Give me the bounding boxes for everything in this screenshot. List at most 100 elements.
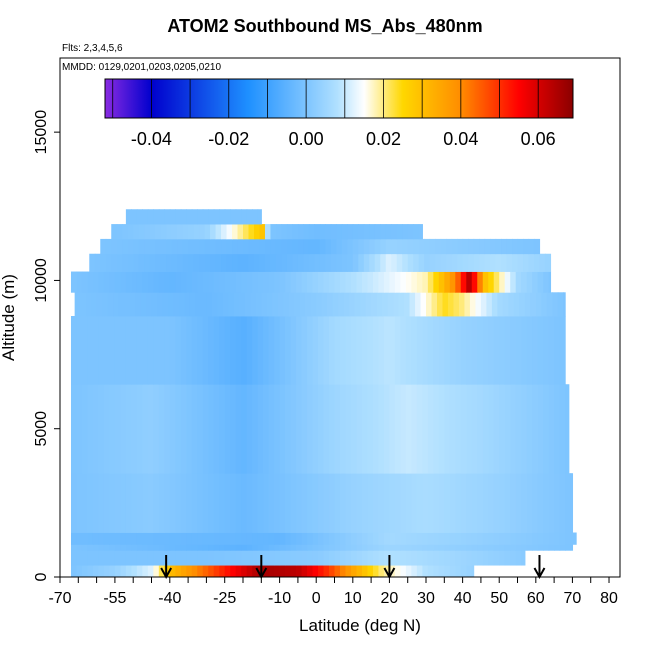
heat-cell: [208, 384, 215, 474]
heat-cell: [457, 253, 464, 272]
heat-cell: [204, 224, 211, 240]
heat-cell: [482, 544, 489, 551]
heat-cell: [471, 271, 478, 293]
heat-cell: [460, 473, 467, 533]
heat-cell: [81, 565, 89, 578]
heat-cell: [257, 316, 264, 385]
heat-cell: [158, 550, 165, 566]
heat-cell: [180, 544, 187, 551]
heat-cell: [405, 565, 412, 578]
heat-cell: [250, 292, 257, 317]
heat-cell: [164, 532, 171, 545]
heat-cell: [297, 238, 304, 255]
heat-cell: [411, 550, 418, 566]
heat-cell: [530, 292, 537, 317]
heat-cell: [98, 384, 105, 474]
heat-cell: [427, 271, 434, 293]
heat-cell: [416, 550, 423, 566]
heat-cell: [246, 316, 253, 385]
heat-cell: [312, 550, 319, 566]
heat-cell: [281, 224, 288, 240]
heat-cell: [153, 271, 160, 293]
heat-cell: [70, 565, 78, 578]
heat-cell: [537, 544, 544, 551]
heat-cell: [312, 544, 319, 551]
heat-cell: [202, 271, 209, 293]
heat-cell: [548, 544, 555, 551]
heat-cell: [195, 292, 202, 317]
heat-cell: [427, 473, 434, 533]
heat-cell: [169, 550, 176, 566]
heat-cell: [544, 253, 552, 272]
heat-cell: [120, 316, 127, 385]
heat-cell: [372, 544, 380, 551]
heat-cell: [131, 473, 138, 533]
heat-cell: [70, 532, 78, 545]
heat-cell: [147, 316, 154, 385]
heat-cell: [70, 384, 78, 474]
heat-cell: [389, 532, 396, 545]
heat-cell: [147, 532, 154, 545]
heat-cell: [345, 384, 352, 474]
heat-cell: [197, 544, 204, 551]
heat-cell: [171, 224, 178, 240]
heat-cell: [318, 550, 325, 566]
heat-cell: [76, 550, 83, 566]
heat-cell: [422, 473, 429, 533]
heat-cell: [264, 253, 272, 272]
heat-cell: [521, 271, 528, 293]
heat-cell: [471, 544, 478, 551]
heat-cell: [479, 253, 486, 272]
heat-cell: [171, 253, 178, 272]
heat-cell: [411, 565, 418, 578]
heat-cell: [230, 209, 237, 225]
heat-cell: [131, 550, 138, 566]
heat-cell: [138, 253, 145, 272]
heat-cell: [427, 550, 434, 566]
heat-cell: [274, 550, 281, 566]
heat-cell: [455, 532, 462, 545]
heat-cell: [383, 550, 391, 566]
heat-cell: [398, 292, 405, 317]
heat-cell: [125, 565, 132, 578]
heat-cell: [495, 253, 502, 272]
heat-cell: [332, 292, 339, 317]
heat-cell: [460, 544, 467, 551]
heat-cell: [444, 532, 451, 545]
heat-cell: [411, 473, 418, 533]
heat-cell: [429, 238, 436, 255]
heat-cell: [294, 292, 301, 317]
heat-cell: [543, 271, 550, 293]
heat-cell: [186, 384, 193, 474]
heat-cell: [233, 292, 240, 317]
heat-cell: [186, 544, 193, 551]
heat-cell: [407, 238, 414, 255]
heat-cell: [312, 532, 319, 545]
heat-cell: [444, 316, 451, 385]
heat-cell: [471, 384, 478, 474]
heat-cell: [438, 271, 445, 293]
heat-cell: [96, 292, 103, 317]
heat-cell: [180, 473, 187, 533]
heat-cell: [151, 292, 158, 317]
heat-cell: [114, 565, 121, 578]
heat-cell: [301, 532, 308, 545]
heat-cell: [235, 565, 242, 578]
heat-cell: [334, 316, 341, 385]
heat-cell: [191, 473, 198, 533]
heat-cell: [554, 384, 561, 474]
heat-cell: [230, 271, 237, 293]
heat-cell: [235, 473, 242, 533]
heat-cell: [210, 238, 217, 255]
heat-cell: [186, 565, 193, 578]
heat-cell: [340, 565, 347, 578]
colorbar-tick-label: -0.04: [131, 129, 172, 149]
heat-cell: [479, 238, 486, 255]
heat-cell: [252, 532, 259, 545]
heat-cell: [528, 253, 535, 272]
heat-cell: [125, 316, 132, 385]
heat-cell: [111, 238, 118, 255]
heat-cell: [246, 384, 253, 474]
heat-cell: [330, 238, 337, 255]
heat-cell: [358, 224, 365, 240]
